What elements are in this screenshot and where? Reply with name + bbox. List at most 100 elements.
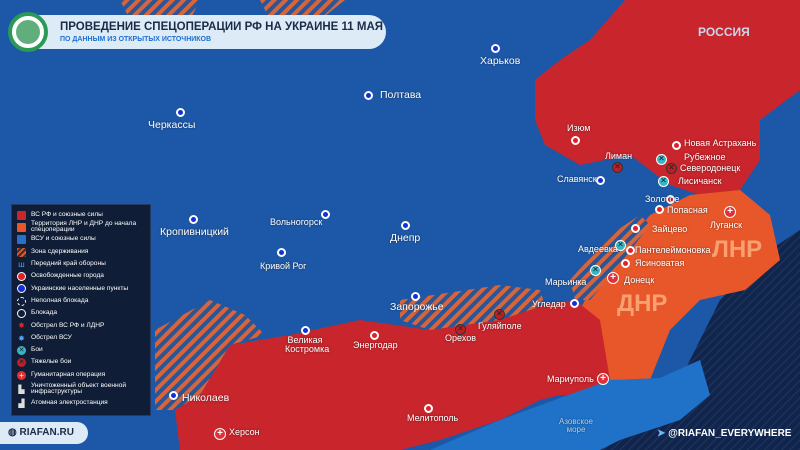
city-label: Энергодар <box>353 340 398 350</box>
sea-label: Азовское море <box>558 417 593 435</box>
orange-square-icon <box>17 222 26 232</box>
containment-zone-donbas <box>570 215 650 300</box>
legend-item: + Гуманитарная операция <box>17 369 145 381</box>
ua-marker-icon <box>491 44 500 53</box>
city-label: Мариуполь <box>547 374 594 384</box>
city-label: Донецк <box>624 275 655 285</box>
hum-marker-icon: + <box>597 373 609 385</box>
ua-marker-icon <box>169 391 178 400</box>
city-label: Северодонецк <box>680 163 741 173</box>
legend-item: ✕ Бои <box>17 345 43 355</box>
heavy-fight-icon: ✕ <box>17 358 26 368</box>
front-line-icon: ш <box>18 259 25 269</box>
blue-square-icon <box>17 235 26 245</box>
legend-item: Блокада <box>17 307 145 319</box>
ru-marker-icon <box>666 195 675 204</box>
city-label: Славянск <box>557 174 597 184</box>
city-label: Великая Костромка <box>285 335 330 355</box>
city-label: Вольногорск <box>270 217 323 227</box>
legend-item: ВС РФ и союзные силы <box>17 209 145 221</box>
region-label-dnr: ДНР <box>617 290 668 317</box>
containment-zone-south <box>400 285 545 330</box>
azov-sea <box>430 360 710 450</box>
city-label: Кропивницкий <box>160 226 229 238</box>
ru-marker-icon <box>655 205 664 214</box>
fight-marker-icon: ✕ <box>656 154 667 165</box>
city-label: Изюм <box>567 123 591 133</box>
city-label: Пантелеймоновка <box>635 245 711 255</box>
ua-marker-icon <box>321 210 330 219</box>
legend-item: Зона сдерживания <box>17 246 145 258</box>
legend-item: Освобожденные города <box>17 270 145 282</box>
city-label: Кривой Рог <box>260 261 307 271</box>
city-label: Рубежное <box>684 152 726 162</box>
city-label: Гуляйполе <box>478 321 522 331</box>
legend-item: ✕ Тяжелые бои <box>17 358 72 368</box>
legend-item: Украинские населенные пункты <box>17 283 145 295</box>
city-label: Запорожье <box>390 301 444 313</box>
city-label: Херсон <box>229 427 260 437</box>
ua-marker-icon <box>401 221 410 230</box>
country-label: РОССИЯ <box>698 25 750 39</box>
riafan-logo <box>8 12 48 52</box>
fight-marker-icon: ✕ <box>658 176 669 187</box>
legend-item: ВСУ и союзные силы <box>17 234 145 246</box>
ua-marker-icon <box>570 299 579 308</box>
telegram-link[interactable]: ➤ @RIAFAN_EVERYWHERE <box>657 428 792 439</box>
nuclear-plant-icon: ▟ <box>18 398 25 408</box>
fight-icon: ✕ <box>17 345 26 355</box>
ru-marker-icon <box>631 224 640 233</box>
telegram-icon: ➤ <box>657 428 669 439</box>
legend-item: Неполная блокада <box>17 295 145 307</box>
ua-marker-icon <box>364 91 373 100</box>
fight-marker-icon: ✕ <box>590 265 601 276</box>
city-label: Луганск <box>710 220 743 230</box>
city-label: Лисичанск <box>678 176 722 186</box>
legend-item: ✸ Обстрел ВСУ <box>18 333 72 343</box>
ua-marker-icon <box>411 292 420 301</box>
city-label: Орехов <box>445 333 476 343</box>
ru-marker-icon <box>672 141 681 150</box>
ru-marker-icon <box>424 404 433 413</box>
region-label-lnr: ЛНР <box>712 236 763 263</box>
city-label: Полтава <box>380 89 422 101</box>
blue-explosion-icon: ✸ <box>18 333 25 343</box>
circle-icon <box>17 309 26 319</box>
hum-marker-icon: + <box>607 272 619 284</box>
red-dot-icon <box>17 272 26 282</box>
hum-marker-icon: + <box>724 206 736 218</box>
ua-marker-icon <box>301 326 310 335</box>
hum-marker-icon: + <box>214 428 226 440</box>
ua-marker-icon <box>189 215 198 224</box>
factory-icon: ▙ <box>18 384 25 394</box>
heavy-marker-icon: ✕ <box>455 324 466 335</box>
legend-item: Территория ЛНР и ДНР до начала спецопера… <box>17 220 145 233</box>
city-label: Мелитополь <box>407 413 459 423</box>
ru-marker-icon <box>370 331 379 340</box>
legend-item: ш Передний край обороны <box>18 259 106 269</box>
city-label: Харьков <box>480 55 521 67</box>
city-label: Попасная <box>667 205 708 215</box>
legend: ВС РФ и союзные силы Территория ЛНР и ДН… <box>11 204 151 416</box>
title-banner <box>14 15 386 49</box>
city-label: Марьинка <box>545 277 587 287</box>
city-label: Ясиноватая <box>635 258 685 268</box>
city-label: Новая Астрахань <box>684 138 757 148</box>
city-label: Николаев <box>182 392 230 404</box>
containment-zone-west <box>155 300 265 410</box>
city-label: Лиман <box>605 151 633 161</box>
page-subtitle: ПО ДАННЫМ ИЗ ОТКРЫТЫХ ИСТОЧНИКОВ <box>60 36 212 43</box>
heavy-marker-icon: ✕ <box>666 163 677 174</box>
city-label: Золотое <box>645 194 680 204</box>
site-link[interactable]: ◍ RIAFAN.RU <box>0 422 88 444</box>
city-label: Днепр <box>390 232 421 244</box>
lnr-dnr-region <box>580 190 780 385</box>
blue-dot-icon <box>17 284 26 294</box>
ua-marker-icon <box>596 176 605 185</box>
heavy-marker-icon: ✕ <box>494 309 505 320</box>
russia-north-region <box>535 0 800 195</box>
south-occupied-region <box>175 300 610 450</box>
red-square-icon <box>17 210 26 220</box>
page-title: ПРОВЕДЕНИЕ СПЕЦОПЕРАЦИИ РФ НА УКРАИНЕ 11… <box>60 21 384 33</box>
legend-item: ✸ Обстрел ВС РФ и ЛДНР <box>18 321 105 331</box>
